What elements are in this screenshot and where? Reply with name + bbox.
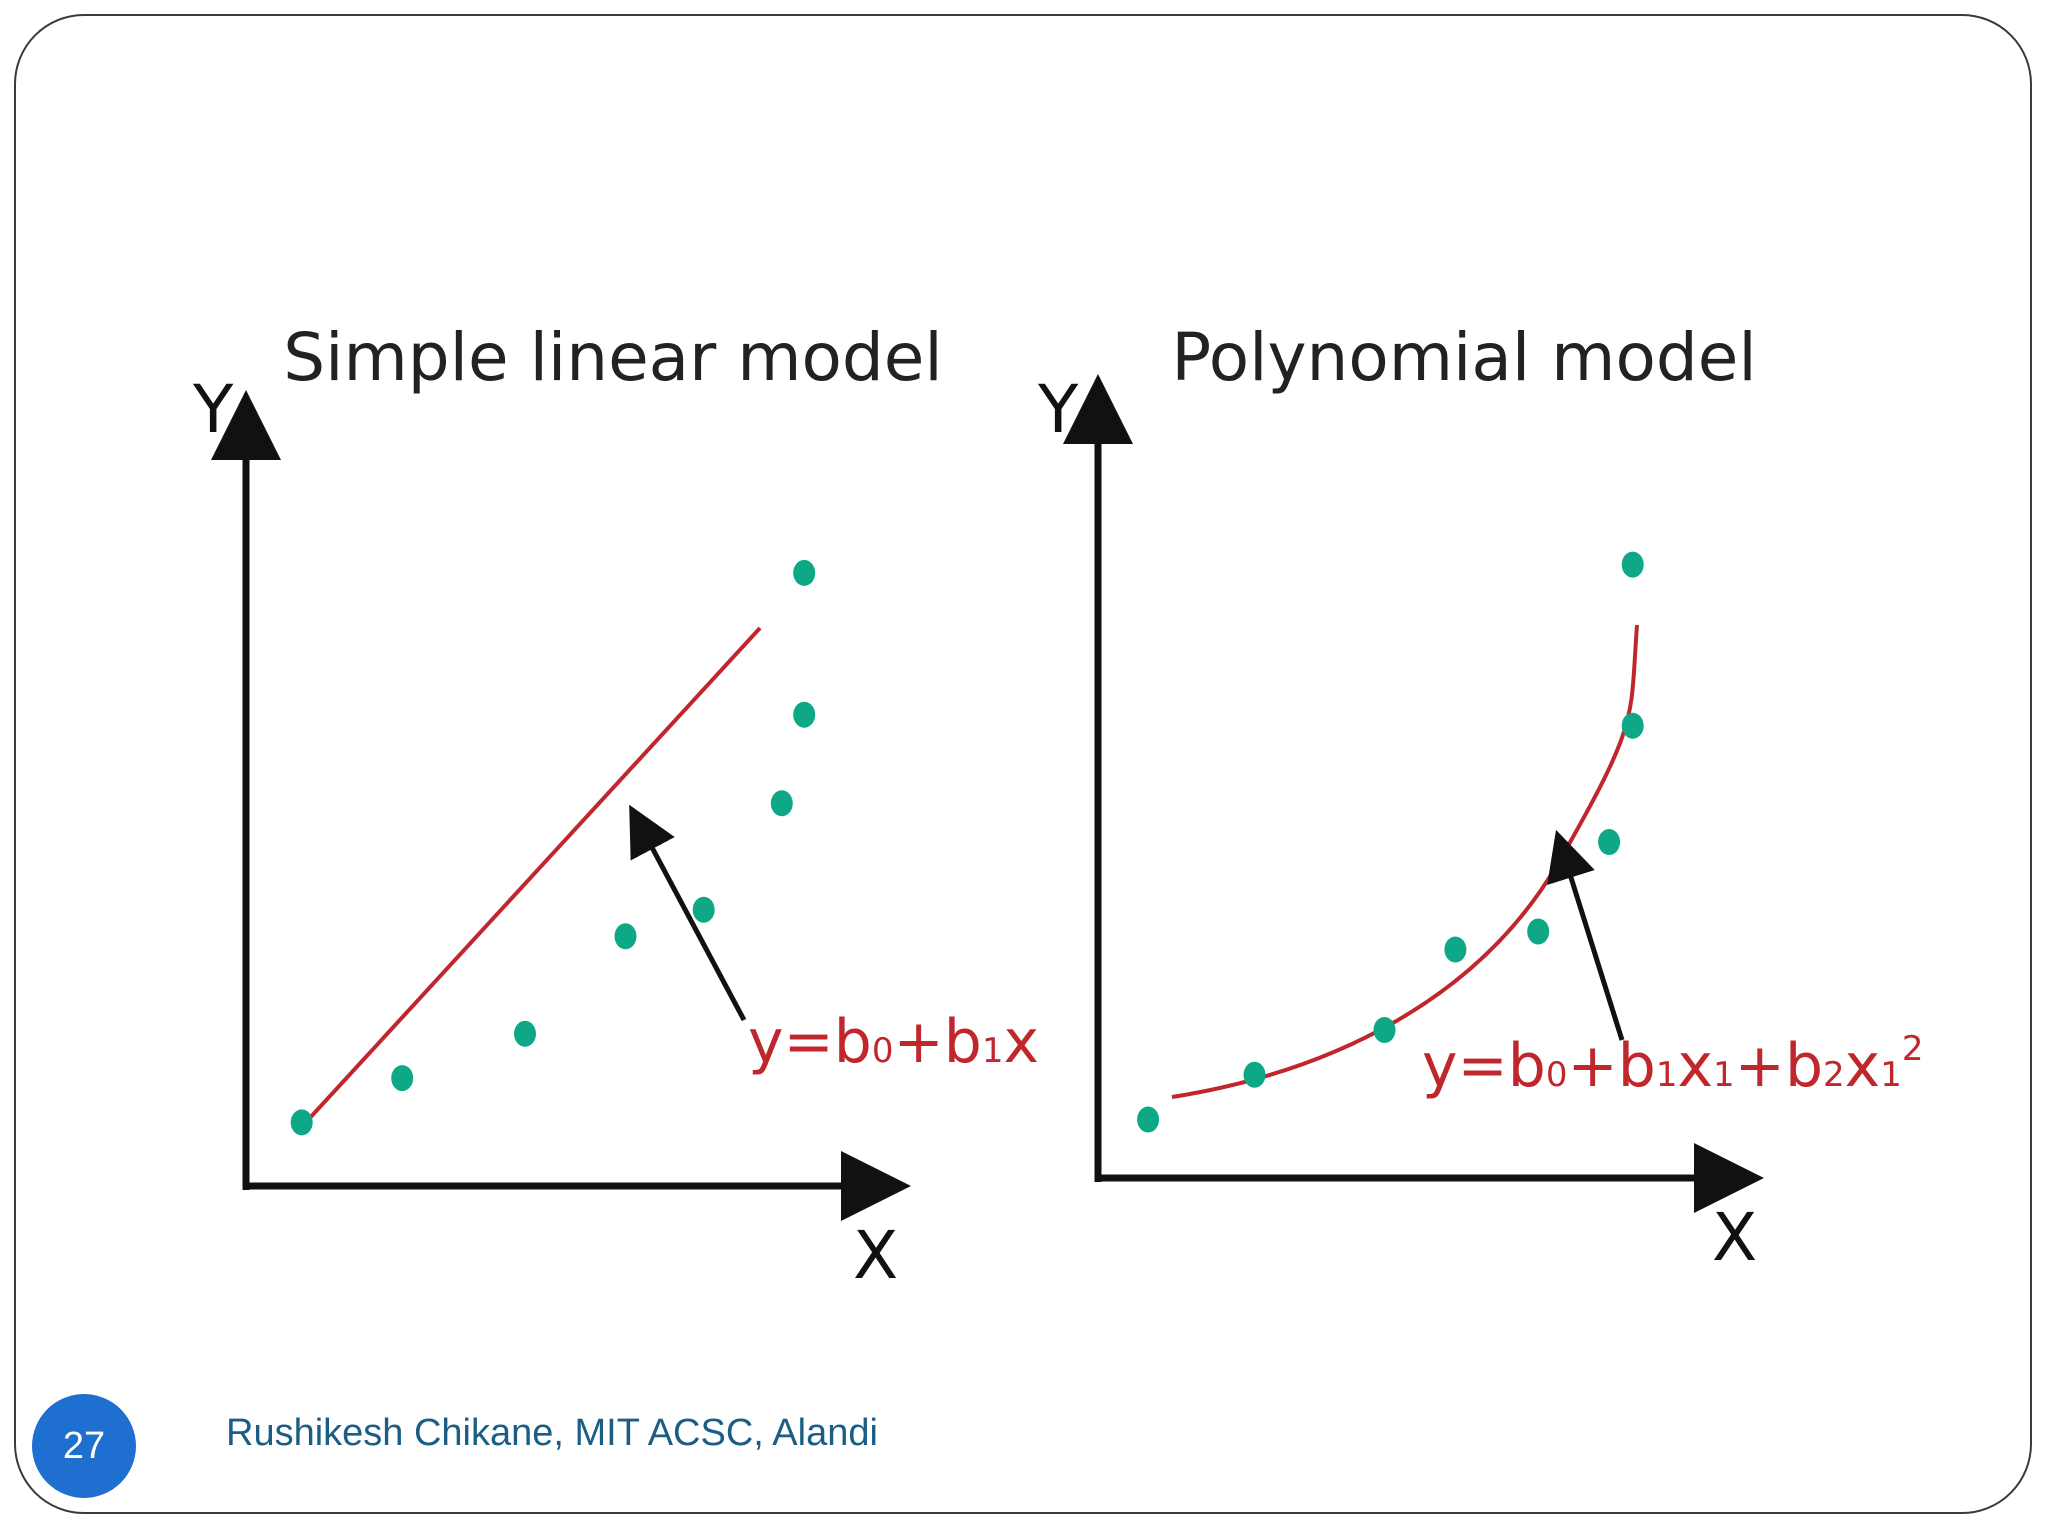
data-point [1598, 829, 1621, 855]
data-point [1621, 712, 1644, 739]
eq-part: y=b [748, 1007, 872, 1077]
data-point [1444, 936, 1467, 963]
linear-equation: y=b0+b1x [748, 1007, 1039, 1077]
linear-chart-title: Simple linear model [283, 319, 943, 396]
eq-subscript: 0 [872, 1031, 894, 1071]
eq-subscript: 2 [1823, 1055, 1845, 1095]
polynomial-equation: y=b0+b1x1+b2x12 [1422, 1029, 1923, 1101]
polynomial-fit-curve [1171, 624, 1639, 1099]
data-point [290, 1109, 313, 1136]
linear-points [290, 559, 816, 1136]
polynomial-chart-title: Polynomial model [1171, 319, 1756, 396]
data-point [1527, 918, 1550, 945]
eq-part: +b [1568, 1031, 1656, 1101]
linear-y-axis-label: Y [192, 371, 234, 448]
data-point [514, 1020, 536, 1047]
data-point [614, 923, 637, 950]
eq-subscript: 1 [1880, 1055, 1902, 1095]
data-point [793, 701, 816, 728]
polynomial-annotation-arrow [1547, 829, 1625, 1041]
eq-subscript: 1 [982, 1031, 1004, 1071]
linear-annotation-arrow [629, 804, 747, 1022]
data-point [770, 790, 793, 817]
eq-superscript: 2 [1902, 1029, 1924, 1069]
data-point [1137, 1106, 1160, 1133]
page-number-badge: 27 [32, 1394, 136, 1498]
slide-footer: Rushikesh Chikane, MIT ACSC, Alandi [226, 1412, 878, 1454]
polynomial-y-axis-label: Y [1037, 371, 1079, 448]
slide-frame [14, 14, 2032, 1514]
data-point [391, 1065, 414, 1092]
linear-fit-line [294, 626, 762, 1135]
data-point [692, 896, 715, 923]
eq-subscript: 1 [1656, 1055, 1678, 1095]
linear-x-axis-label: X [853, 1217, 898, 1294]
data-point [1621, 551, 1644, 578]
eq-subscript: 0 [1546, 1055, 1568, 1095]
data-point [1373, 1017, 1396, 1043]
eq-part: +b [894, 1007, 982, 1077]
eq-part: +b [1735, 1031, 1823, 1101]
eq-part: x [1004, 1007, 1040, 1077]
eq-part: y=b [1422, 1031, 1546, 1101]
eq-part: x [1845, 1031, 1881, 1101]
polynomial-points [1137, 551, 1644, 1133]
linear-chart: Simple linear model Y X y=b0+b1x [192, 319, 1039, 1294]
polynomial-x-axis-label: X [1712, 1199, 1757, 1276]
eq-subscript: 1 [1713, 1055, 1735, 1095]
eq-part: x [1678, 1031, 1714, 1101]
data-point [793, 559, 816, 586]
data-point [1243, 1061, 1266, 1088]
polynomial-chart: Polynomial model Y X y=b0+b1x1+b2x12 [1037, 319, 1923, 1276]
